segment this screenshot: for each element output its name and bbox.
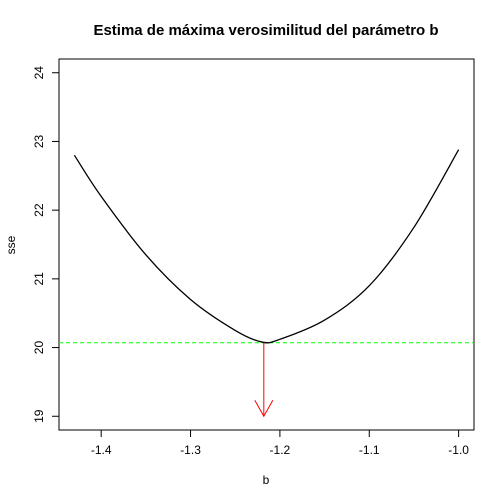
plot-marks xyxy=(59,149,474,418)
y-tick-label: 24 xyxy=(32,66,46,80)
chart-title: Estima de máxima verosimilitud del parám… xyxy=(93,22,438,39)
x-axis-label: b xyxy=(263,473,270,487)
estimate-arrow-head xyxy=(254,400,274,418)
x-axis: -1.4 -1.3 -1.2 -1.1 -1.0 xyxy=(91,429,469,457)
y-axis: 19 20 21 22 23 24 xyxy=(32,66,60,423)
y-tick-label: 19 xyxy=(32,409,46,423)
y-tick-label: 22 xyxy=(32,203,46,217)
plot-frame xyxy=(58,58,475,431)
x-tick-label: -1.1 xyxy=(359,443,380,457)
x-tick-label: -1.0 xyxy=(448,443,469,457)
sse-curve xyxy=(73,149,460,344)
x-tick-label: -1.2 xyxy=(270,443,291,457)
x-tick-label: -1.4 xyxy=(91,443,112,457)
x-tick-label: -1.3 xyxy=(180,443,201,457)
y-axis-label: sse xyxy=(4,235,18,254)
y-tick-label: 21 xyxy=(32,272,46,286)
y-tick-label: 23 xyxy=(32,134,46,148)
y-tick-label: 20 xyxy=(32,341,46,355)
